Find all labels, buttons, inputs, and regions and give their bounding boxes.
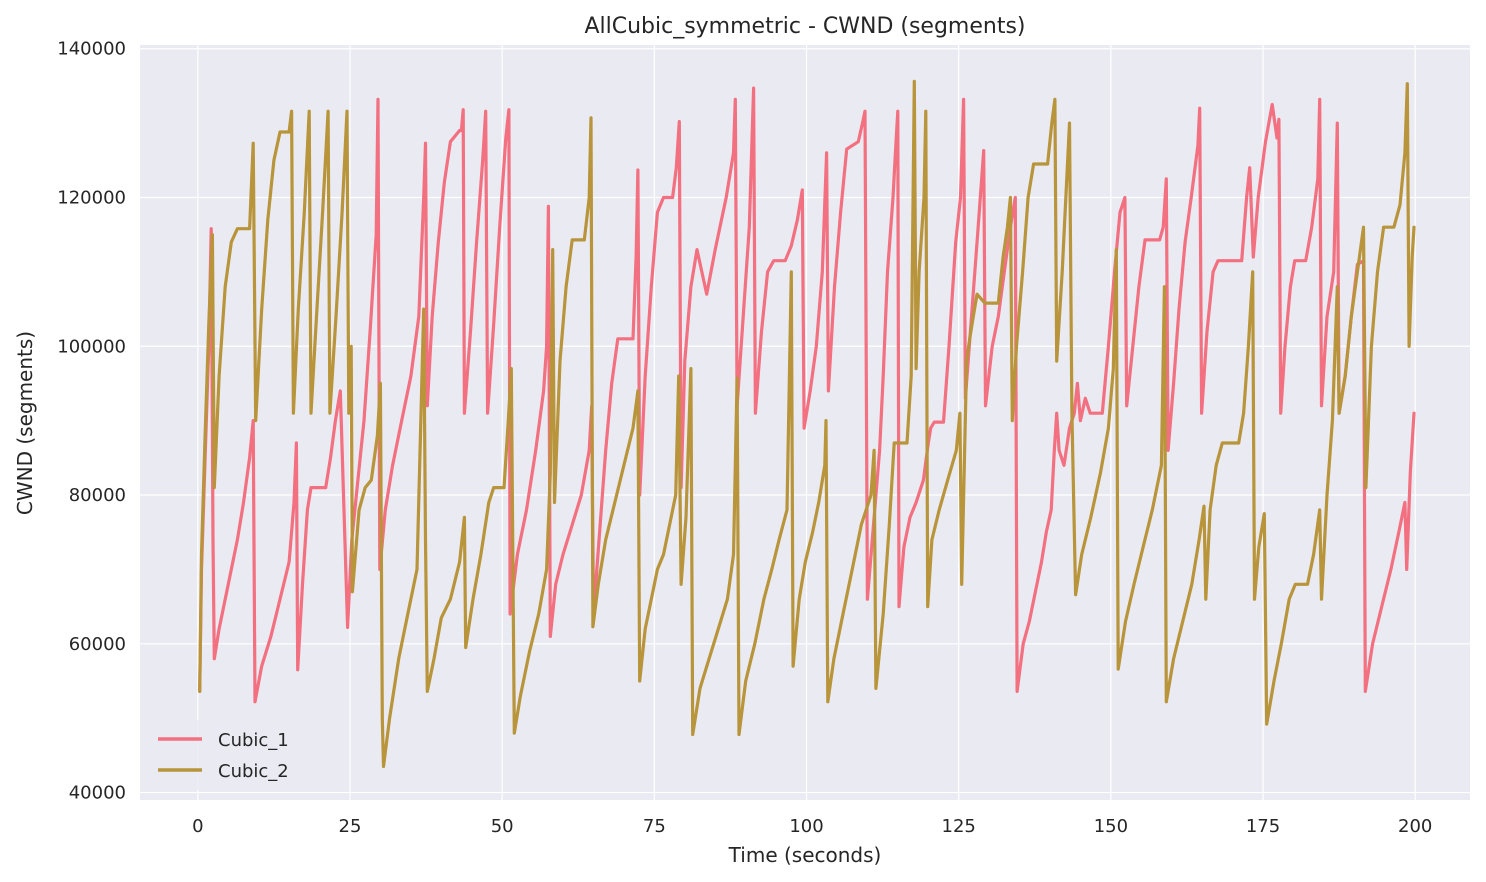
x-tick-label: 175 <box>1246 816 1280 837</box>
x-tick-label: 50 <box>491 816 514 837</box>
series-line-cubic-1 <box>198 86 1416 704</box>
y-tick-label: 100000 <box>57 336 126 357</box>
x-axis-ticks: 0 25 50 75 100 125 150 175 200 <box>192 816 1432 837</box>
y-tick-label: 80000 <box>69 485 126 506</box>
y-tick-label: 40000 <box>69 783 126 804</box>
x-tick-label: 25 <box>339 816 362 837</box>
y-axis-label: CWND (segments) <box>13 331 37 515</box>
y-axis-ticks: 40000 60000 80000 100000 120000 140000 <box>57 39 126 804</box>
x-tick-label: 75 <box>643 816 666 837</box>
y-tick-label: 60000 <box>69 634 126 655</box>
legend: Cubic_1 Cubic_2 <box>148 720 308 790</box>
x-tick-label: 200 <box>1398 816 1432 837</box>
x-axis-label: Time (seconds) <box>728 843 882 867</box>
x-tick-label: 150 <box>1094 816 1128 837</box>
legend-label-cubic-1: Cubic_1 <box>218 730 289 751</box>
y-tick-label: 140000 <box>57 39 126 60</box>
y-tick-label: 120000 <box>57 187 126 208</box>
x-tick-label: 0 <box>192 816 203 837</box>
x-tick-label: 100 <box>789 816 823 837</box>
x-tick-label: 125 <box>942 816 976 837</box>
chart-title: AllCubic_symmetric - CWND (segments) <box>584 14 1025 39</box>
legend-label-cubic-2: Cubic_2 <box>218 761 289 782</box>
series-line-cubic-2 <box>198 79 1416 769</box>
series-layer <box>198 79 1416 769</box>
